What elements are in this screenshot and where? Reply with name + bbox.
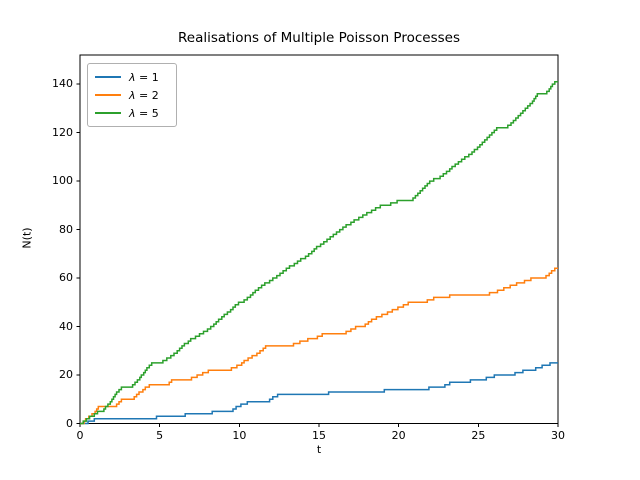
series-line-2	[80, 80, 558, 425]
x-tick-label: 15	[312, 429, 326, 442]
x-tick-label: 25	[471, 429, 486, 442]
legend: λ = 1 λ = 2 λ = 5	[87, 63, 177, 127]
legend-line-sample	[95, 112, 121, 114]
y-tick-label: 100	[52, 174, 73, 188]
y-tick-label: 20	[59, 368, 73, 381]
legend-line-sample	[95, 76, 121, 78]
x-tick-label: 30	[551, 429, 565, 442]
y-tick-label: 120	[52, 125, 73, 139]
x-tick-label: 5	[156, 429, 164, 442]
legend-item-label: λ = 2	[129, 88, 159, 102]
x-tick-label: 10	[232, 429, 247, 442]
chart-title: Realisations of Multiple Poisson Process…	[178, 30, 460, 46]
y-tick-label: 0	[66, 416, 73, 430]
legend-item-lambda-5: λ = 5	[95, 104, 170, 122]
legend-line-sample	[95, 94, 121, 96]
legend-item-lambda-2: λ = 2	[95, 86, 170, 104]
series-line-1	[80, 267, 558, 425]
x-tick-label: 0	[76, 429, 84, 442]
y-tick-label: 140	[52, 77, 73, 91]
legend-item-label: λ = 5	[129, 106, 159, 120]
y-tick-label: 80	[59, 222, 73, 236]
y-tick-label: 40	[59, 319, 73, 333]
y-tick-label: 60	[59, 271, 73, 285]
series-line-0	[80, 362, 558, 425]
x-axis-label: t	[316, 443, 322, 456]
legend-item-label: λ = 1	[129, 70, 159, 84]
x-tick-label: 20	[391, 429, 406, 442]
legend-item-lambda-1: λ = 1	[95, 68, 170, 86]
